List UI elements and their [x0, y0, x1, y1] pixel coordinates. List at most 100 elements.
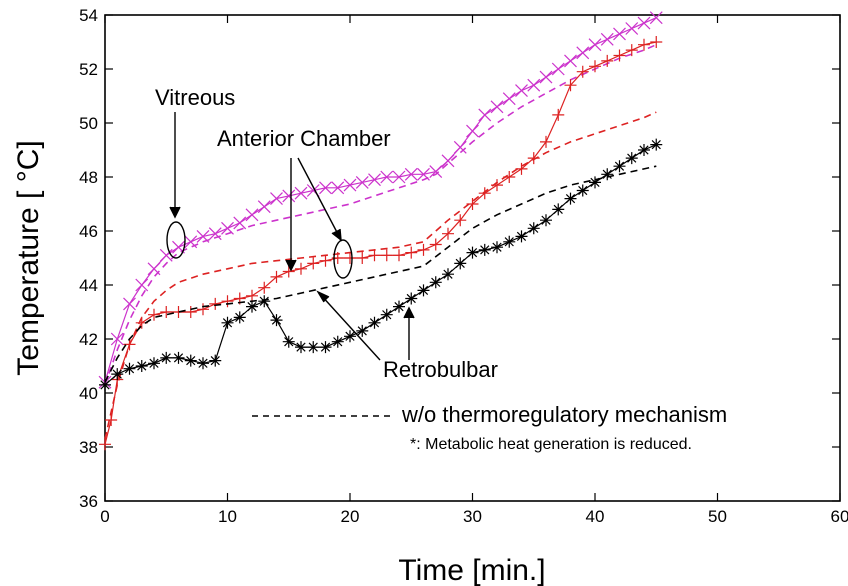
data-point	[368, 249, 381, 262]
x-axis-label: Time [min.]	[398, 554, 545, 586]
data-point	[478, 108, 492, 122]
x-tick-label: 50	[708, 507, 727, 526]
data-point	[258, 295, 271, 308]
data-point	[282, 335, 295, 348]
data-point	[625, 22, 639, 35]
data-point	[564, 54, 577, 68]
data-point	[393, 249, 405, 262]
arrow-retrobulbar-2-head	[403, 306, 415, 319]
data-point	[221, 295, 234, 308]
data-point	[197, 303, 209, 316]
data-point	[638, 144, 650, 156]
data-point	[515, 230, 528, 243]
data-point	[307, 257, 320, 270]
data-point	[539, 70, 553, 84]
data-point	[637, 16, 651, 30]
data-point	[638, 38, 650, 51]
series-line	[104, 17, 657, 383]
data-point	[502, 92, 516, 106]
data-point	[564, 79, 577, 92]
y-tick-label: 54	[79, 6, 98, 25]
data-point	[503, 235, 516, 248]
arrow-retrobulbar-1-head	[316, 290, 330, 303]
data-point	[429, 238, 442, 251]
data-point	[368, 316, 381, 329]
data-point	[368, 173, 381, 187]
data-point	[172, 306, 185, 318]
data-point	[527, 78, 541, 92]
data-point	[295, 341, 307, 354]
data-point	[442, 227, 454, 240]
data-point	[160, 306, 173, 318]
data-point	[270, 314, 283, 327]
data-point	[540, 214, 552, 227]
data-point	[417, 284, 430, 297]
data-point	[380, 308, 393, 321]
data-point	[356, 324, 369, 337]
data-point	[478, 243, 491, 256]
data-point	[99, 438, 111, 451]
ellipse-anterior	[333, 239, 353, 279]
series-retrobulbar-measured	[99, 138, 663, 391]
series-line	[104, 165, 657, 383]
label-retrobulbar: Retrobulbar	[383, 357, 498, 382]
series-layer	[98, 11, 663, 451]
data-point	[552, 203, 565, 216]
series-anterior-measured	[99, 36, 663, 451]
data-point	[331, 335, 344, 348]
data-point	[246, 300, 258, 313]
x-tick-label: 20	[341, 507, 360, 526]
y-tick-label: 48	[79, 168, 98, 187]
data-point	[105, 414, 118, 426]
x-tick-label: 10	[218, 507, 237, 526]
data-point	[295, 262, 307, 275]
data-point	[491, 241, 503, 254]
data-point	[307, 341, 320, 354]
data-point	[344, 252, 356, 264]
data-point	[258, 281, 271, 294]
data-point	[208, 227, 222, 241]
data-point	[576, 46, 590, 60]
note-metabolic: *: Metabolic heat generation is reduced.	[410, 436, 692, 453]
data-point	[601, 168, 614, 181]
data-point	[123, 362, 136, 375]
data-point	[613, 49, 626, 62]
y-axis-label: Temperature [ °C]	[12, 140, 45, 375]
y-tick-label: 40	[79, 384, 98, 403]
data-point	[552, 108, 565, 121]
series-line	[104, 144, 657, 386]
data-point	[245, 208, 259, 222]
data-point	[355, 175, 369, 189]
x-tick-label: 0	[100, 507, 109, 526]
data-point	[613, 160, 626, 173]
data-point	[172, 351, 185, 364]
data-point	[110, 332, 124, 346]
data-point	[135, 278, 149, 292]
data-point	[159, 248, 173, 262]
data-point	[576, 65, 589, 78]
y-tick-label: 42	[79, 330, 98, 349]
data-point	[135, 360, 148, 372]
ellipse-vitreous	[166, 221, 186, 259]
data-point	[417, 243, 430, 256]
data-point	[454, 214, 467, 227]
data-point	[197, 357, 209, 370]
data-point	[148, 308, 160, 321]
data-point	[405, 292, 418, 305]
y-tick-label: 38	[79, 438, 98, 457]
arrow-anterior-1-head	[285, 259, 297, 272]
arrow-vitreous-head	[169, 206, 181, 219]
data-point	[589, 60, 601, 73]
data-point	[148, 357, 160, 370]
series-anterior-model	[104, 111, 657, 440]
data-point	[246, 289, 258, 302]
data-point	[209, 354, 222, 367]
data-point	[625, 44, 638, 57]
data-point	[99, 378, 111, 391]
arrow-anterior-2	[297, 157, 341, 239]
data-point	[233, 311, 246, 324]
y-tick-label: 52	[79, 60, 98, 79]
data-point	[453, 140, 467, 154]
data-point	[270, 270, 283, 283]
